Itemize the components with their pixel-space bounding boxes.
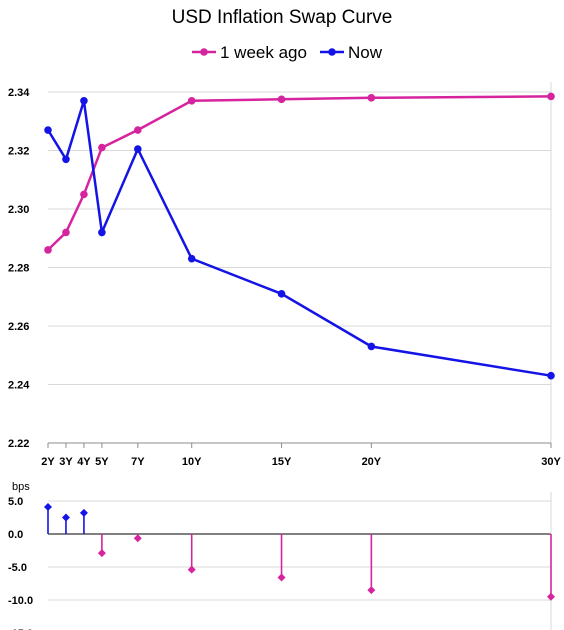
legend-label: 1 week ago [220, 43, 307, 62]
data-point [98, 143, 106, 152]
change-marker [367, 586, 376, 595]
data-point [367, 342, 376, 351]
data-point [80, 190, 88, 199]
data-point [44, 246, 52, 254]
x-tick-label: 5Y [95, 456, 109, 468]
data-point [187, 254, 196, 263]
data-point [547, 371, 555, 380]
data-point [44, 126, 52, 134]
change-marker [44, 502, 52, 511]
x-tick-label: 20Y [362, 456, 382, 468]
y-tick-label: 2.24 [8, 380, 30, 392]
y-tick-label: -5.0 [8, 562, 27, 574]
data-point [62, 228, 70, 237]
y-tick-label: 0.0 [8, 529, 23, 541]
legend-label: Now [348, 43, 383, 62]
change-y-label: bps [12, 481, 30, 493]
change-grid [48, 492, 552, 630]
y-tick-label: 2.28 [8, 263, 29, 275]
legend-marker [328, 48, 336, 56]
main-y-tick-labels: 2.22 2.24 2.26 2.28 2.30 2.32 2.34 [8, 87, 30, 450]
x-tick-label: 15Y [272, 456, 292, 468]
data-point [277, 290, 286, 298]
change-marker [277, 573, 286, 582]
x-tick-label: 7Y [131, 456, 145, 468]
main-series [44, 92, 555, 380]
data-point [277, 95, 286, 104]
data-point [547, 92, 555, 101]
x-tick-label: 10Y [182, 456, 202, 468]
x-tick-label: 30Y [541, 456, 561, 468]
legend: 1 week ago Now [192, 43, 383, 62]
series-line-week-ago [47, 95, 552, 251]
data-point [367, 94, 376, 102]
y-tick-label: 2.30 [8, 204, 29, 216]
change-marker [61, 513, 70, 522]
main-x-axis: 2Y 3Y 4Y 5Y 7Y 10Y 15Y 20Y 30Y [41, 442, 561, 468]
data-point [80, 96, 88, 105]
change-marker [97, 549, 106, 558]
y-tick-label: 2.22 [8, 438, 29, 450]
y-tick-label: 2.34 [8, 87, 30, 99]
x-tick-label: 4Y [77, 456, 91, 468]
data-point [134, 126, 142, 134]
data-point [134, 145, 142, 153]
change-lollipops [44, 502, 555, 601]
y-tick-label: 2.26 [8, 321, 29, 333]
change-y-tick-labels: 5.0 0.0 -5.0 -10.0 -15.0 [8, 496, 33, 630]
y-tick-label: -15.0 [8, 628, 33, 630]
chart-title: USD Inflation Swap Curve [172, 7, 393, 28]
data-point [98, 228, 106, 237]
change-marker [133, 534, 142, 543]
y-tick-label: -10.0 [8, 595, 33, 607]
data-point [62, 155, 70, 164]
change-marker [79, 508, 88, 517]
x-tick-label: 2Y [41, 456, 55, 468]
y-tick-label: 2.32 [8, 146, 29, 158]
y-tick-label: 5.0 [8, 496, 23, 508]
change-marker [547, 592, 555, 601]
data-point [187, 96, 196, 105]
series-line-now [46, 100, 552, 377]
x-tick-label: 3Y [59, 456, 73, 468]
main-grid [48, 82, 552, 443]
legend-marker [200, 48, 208, 56]
change-marker [187, 565, 196, 574]
